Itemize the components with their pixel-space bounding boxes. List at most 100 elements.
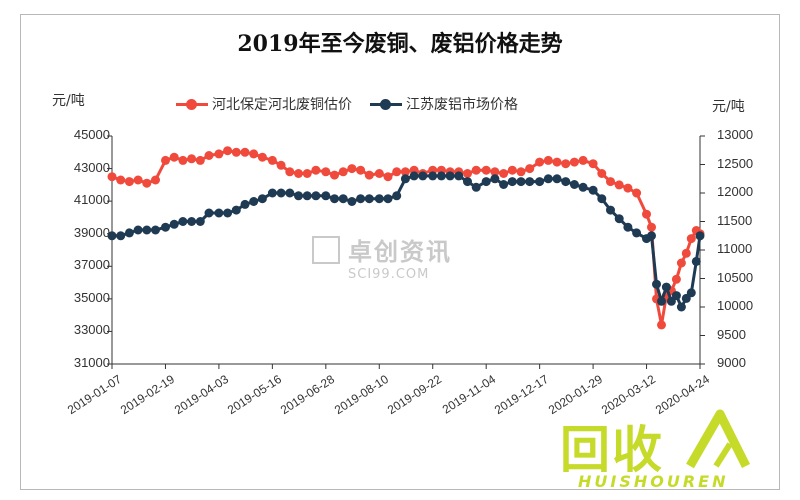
data-point-0 bbox=[671, 274, 681, 284]
data-point-1 bbox=[187, 217, 197, 226]
data-point-0 bbox=[543, 155, 553, 165]
right-tick-label: 10000 bbox=[717, 298, 754, 313]
data-point-0 bbox=[223, 146, 233, 156]
data-point-0 bbox=[374, 169, 384, 178]
data-point-1 bbox=[151, 225, 160, 235]
data-point-0 bbox=[614, 180, 624, 190]
data-point-0 bbox=[647, 222, 656, 232]
data-point-1 bbox=[507, 177, 517, 187]
left-tick-label: 31000 bbox=[73, 355, 110, 370]
data-point-1 bbox=[525, 177, 535, 187]
data-point-0 bbox=[133, 175, 143, 185]
data-point-1 bbox=[569, 180, 579, 189]
data-point-0 bbox=[623, 183, 633, 193]
data-point-1 bbox=[588, 185, 598, 195]
data-point-0 bbox=[392, 167, 402, 177]
right-tick-label: 9500 bbox=[717, 326, 746, 342]
data-point-0 bbox=[214, 149, 224, 159]
data-point-1 bbox=[661, 282, 671, 292]
data-point-0 bbox=[169, 152, 179, 162]
data-point-1 bbox=[364, 194, 374, 204]
data-point-1 bbox=[481, 177, 491, 187]
watermark-logo-icon bbox=[312, 236, 340, 264]
data-point-1 bbox=[249, 197, 259, 206]
data-point-0 bbox=[338, 167, 348, 177]
legend-item-copper: 河北保定河北废铜估价 bbox=[176, 94, 352, 114]
data-point-0 bbox=[178, 155, 188, 165]
data-point-1 bbox=[133, 225, 143, 235]
data-point-0 bbox=[195, 155, 205, 165]
watermark-en: SCI99.COM bbox=[348, 267, 430, 282]
data-point-1 bbox=[276, 188, 286, 198]
data-point-1 bbox=[311, 191, 321, 201]
left-tick-label: 33000 bbox=[73, 322, 110, 338]
data-point-0 bbox=[588, 159, 598, 169]
data-point-0 bbox=[606, 177, 615, 187]
data-point-0 bbox=[276, 160, 286, 170]
data-point-0 bbox=[578, 155, 588, 165]
data-point-0 bbox=[116, 175, 126, 185]
data-point-0 bbox=[267, 155, 277, 165]
left-tick-label: 39000 bbox=[73, 224, 110, 240]
data-point-0 bbox=[124, 177, 134, 187]
data-point-1 bbox=[578, 182, 588, 192]
data-point-0 bbox=[632, 188, 642, 198]
data-point-1 bbox=[552, 174, 562, 184]
data-point-1 bbox=[285, 188, 295, 198]
watermark-cn: 卓创资讯 bbox=[348, 238, 452, 266]
data-point-1 bbox=[204, 208, 214, 218]
data-point-0 bbox=[535, 157, 545, 167]
logo-en: HUISHOUREN bbox=[578, 472, 729, 491]
data-point-1 bbox=[347, 197, 357, 206]
data-point-0 bbox=[187, 154, 197, 164]
data-point-0 bbox=[249, 149, 259, 159]
data-point-0 bbox=[383, 172, 393, 182]
data-point-0 bbox=[516, 167, 526, 177]
data-point-0 bbox=[107, 172, 117, 182]
data-point-1 bbox=[490, 174, 500, 184]
data-point-0 bbox=[364, 170, 374, 180]
data-point-0 bbox=[311, 165, 321, 175]
data-point-1 bbox=[330, 194, 339, 204]
data-point-1 bbox=[652, 279, 661, 289]
data-point-0 bbox=[302, 169, 312, 178]
data-point-0 bbox=[561, 159, 571, 169]
data-point-0 bbox=[347, 164, 357, 174]
right-tick-label: 10500 bbox=[717, 269, 754, 285]
data-point-1 bbox=[445, 171, 455, 181]
data-point-0 bbox=[285, 167, 295, 177]
data-point-1 bbox=[169, 219, 179, 229]
data-point-1 bbox=[223, 208, 233, 218]
data-point-0 bbox=[142, 178, 152, 188]
data-point-1 bbox=[257, 194, 267, 204]
data-point-1 bbox=[294, 191, 303, 201]
data-point-1 bbox=[240, 199, 250, 209]
data-point-1 bbox=[691, 256, 701, 266]
data-point-1 bbox=[561, 177, 571, 187]
data-point-1 bbox=[535, 177, 545, 187]
legend-label-copper: 河北保定河北废铜估价 bbox=[212, 97, 352, 113]
data-point-1 bbox=[356, 194, 366, 204]
site-logo: 回收 HUISHOUREN bbox=[540, 408, 752, 494]
data-point-1 bbox=[657, 296, 666, 306]
data-point-1 bbox=[418, 171, 428, 181]
legend-label-aluminum: 江苏废铝市场价格 bbox=[406, 97, 518, 113]
data-point-1 bbox=[597, 194, 607, 204]
data-point-1 bbox=[499, 180, 509, 189]
left-tick-label: 45000 bbox=[73, 127, 110, 142]
data-point-1 bbox=[267, 188, 277, 198]
right-tick-label: 12500 bbox=[717, 155, 754, 171]
data-point-0 bbox=[681, 248, 691, 258]
data-point-0 bbox=[525, 164, 535, 174]
data-point-1 bbox=[116, 231, 126, 241]
right-tick-label: 12000 bbox=[717, 184, 754, 199]
data-point-1 bbox=[142, 225, 152, 235]
data-point-1 bbox=[463, 177, 472, 187]
data-point-1 bbox=[178, 217, 188, 226]
right-tick-label: 9000 bbox=[717, 355, 746, 370]
data-point-0 bbox=[294, 169, 303, 178]
data-point-0 bbox=[151, 175, 160, 185]
data-point-0 bbox=[231, 147, 241, 157]
legend-item-aluminum: 江苏废铝市场价格 bbox=[370, 94, 518, 114]
